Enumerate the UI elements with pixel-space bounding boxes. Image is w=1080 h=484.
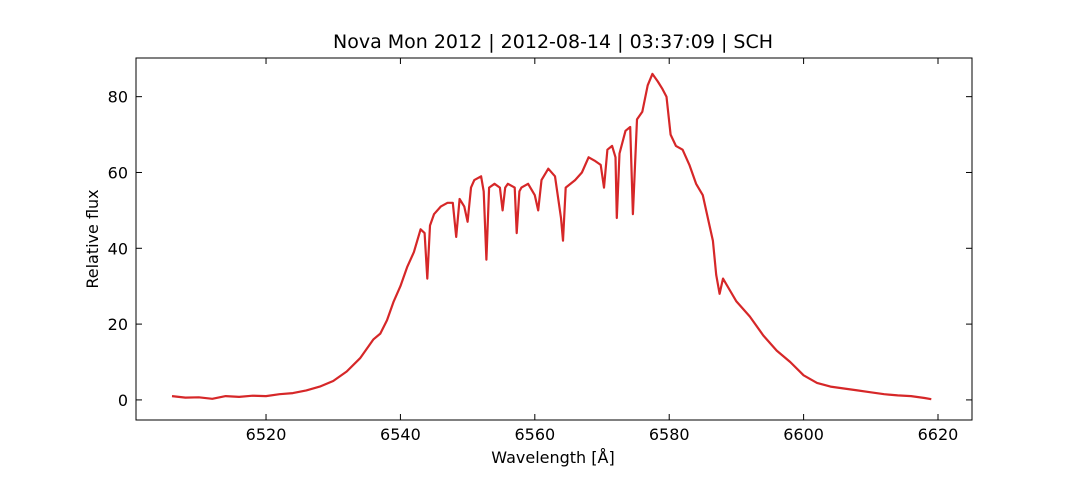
spectrum-line: [171, 72, 932, 401]
y-tick-label: 60: [108, 163, 128, 182]
x-tick-label: 6580: [649, 425, 690, 444]
chart-title: Nova Mon 2012 | 2012-08-14 | 03:37:09 | …: [333, 31, 773, 53]
x-tick-label: 6620: [918, 425, 959, 444]
y-tick-label: 20: [108, 315, 128, 334]
x-axis-label: Wavelength [Å]: [491, 448, 614, 467]
x-tick-label: 6540: [380, 425, 421, 444]
x-tick-label: 6520: [246, 425, 287, 444]
y-tick-label: 40: [108, 239, 128, 258]
y-tick-label: 0: [118, 391, 128, 410]
x-tick-label: 6600: [783, 425, 824, 444]
y-axis-label: Relative flux: [83, 189, 102, 288]
x-tick-label: 6560: [514, 425, 555, 444]
y-tick-label: 80: [108, 88, 128, 107]
plot-frame: [135, 57, 973, 421]
